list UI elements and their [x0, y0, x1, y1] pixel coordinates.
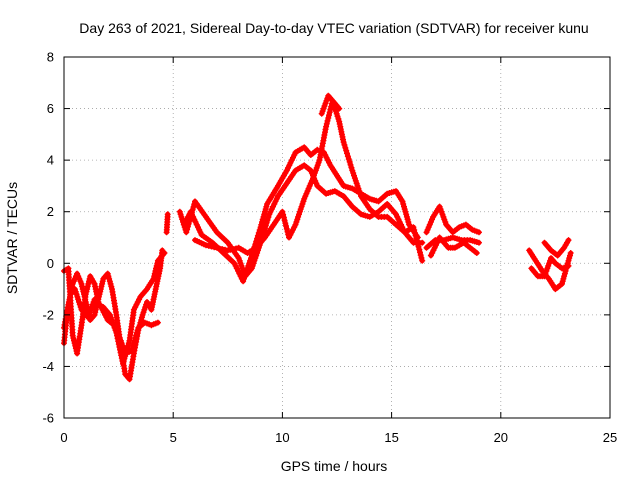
y-axis-label: SDTVAR / TECUs — [4, 182, 20, 294]
y-tick-label: -4 — [42, 359, 54, 374]
y-tick-label: 8 — [47, 50, 54, 65]
y-tick-label: -6 — [42, 411, 54, 426]
markers-track-14 — [541, 237, 572, 259]
markers-track-7 — [192, 97, 426, 264]
x-tick-label: 0 — [60, 430, 67, 445]
plot-frame — [63, 56, 611, 419]
x-axis-label: GPS time / hours — [281, 458, 388, 474]
x-tick-label: 5 — [170, 430, 177, 445]
y-tick-label: 6 — [47, 101, 54, 116]
markers-track-9 — [423, 203, 482, 236]
series-track-1 — [61, 247, 165, 382]
x-tick-label: 10 — [275, 430, 289, 445]
markers-track-11 — [427, 234, 480, 259]
x-tick-label: 25 — [603, 430, 617, 445]
y-tick-label: 2 — [47, 204, 54, 219]
y-tick-label: -2 — [42, 307, 54, 322]
y-tick-label: 0 — [47, 256, 54, 271]
chart-title: Day 263 of 2021, Sidereal Day-to-day VTE… — [79, 20, 588, 36]
axis-ticks: 0 5 10 15 20 25 -6 -4 -2 0 2 4 6 8 — [42, 50, 617, 446]
x-tick-label: 20 — [494, 430, 508, 445]
series-track-7 — [192, 98, 425, 264]
markers-track-8 — [318, 92, 343, 117]
markers-track-13 — [528, 255, 572, 280]
series-track-5 — [177, 162, 425, 279]
x-tick-label: 15 — [384, 430, 398, 445]
data-layer — [61, 92, 574, 383]
y-tick-label: 4 — [47, 153, 54, 168]
markers-track-4 — [163, 211, 171, 236]
